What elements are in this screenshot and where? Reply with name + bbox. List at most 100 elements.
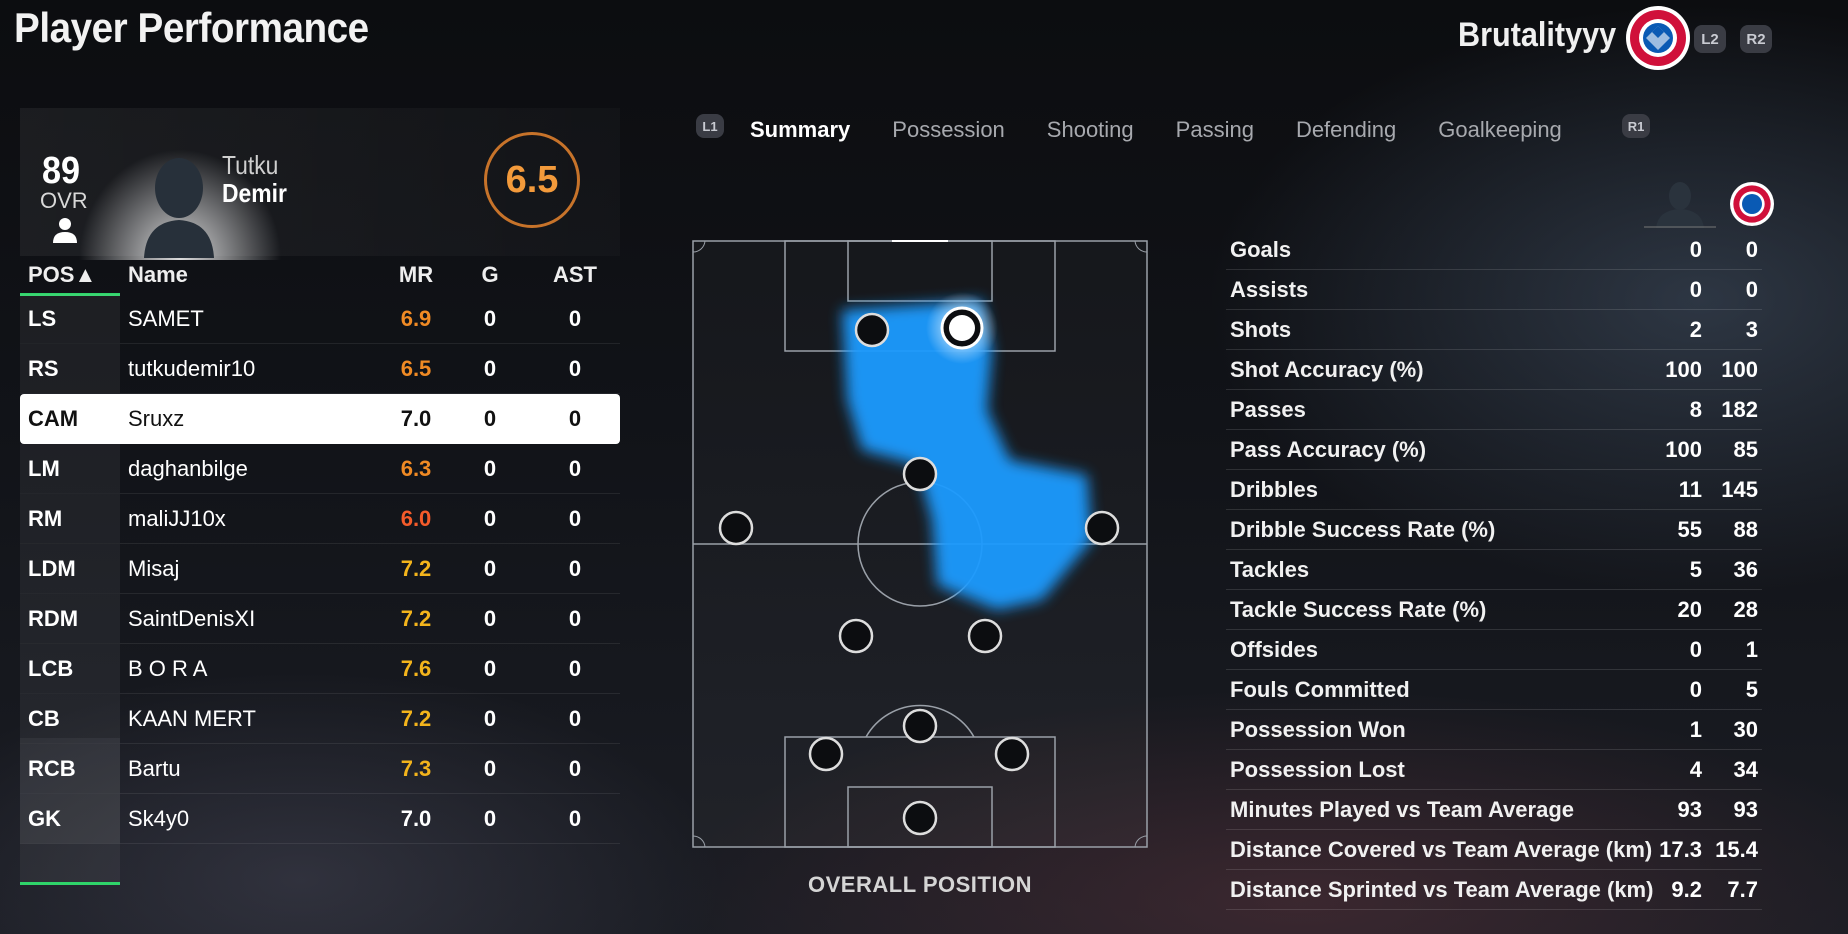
tab-defending[interactable]: Defending — [1295, 117, 1397, 142]
stat-team-value: 0 — [1745, 236, 1758, 262]
stat-player-value: 9.2 — [1671, 876, 1702, 902]
stat-row: Dribble Success Rate (%) 55 88 — [1226, 510, 1762, 550]
row-g: 0 — [483, 655, 497, 681]
stat-row: Passes 8 182 — [1226, 390, 1762, 430]
stat-player-value: 1 — [1689, 716, 1702, 742]
pos-column-fill — [20, 738, 120, 882]
table-row[interactable]: LDM Misaj 7.2 0 0 — [20, 544, 620, 594]
table-row[interactable]: GK Sk4y0 7.0 0 0 — [20, 794, 620, 844]
stat-player-value: 17.3 — [1659, 836, 1702, 862]
table-row[interactable]: CAM Sruxz 7.0 0 0 — [20, 394, 620, 444]
stat-team-value: 182 — [1721, 396, 1758, 422]
row-ast: 0 — [568, 605, 582, 631]
tab-bar: Summary Possession Shooting Passing Defe… — [750, 112, 1604, 148]
table-row[interactable]: LS SAMET 6.9 0 0 — [20, 294, 620, 344]
stat-label: Distance Covered vs Team Average (km) — [1230, 836, 1653, 862]
row-name: daghanbilge — [128, 455, 248, 481]
stat-row: Tackle Success Rate (%) 20 28 — [1226, 590, 1762, 630]
stat-player-value: 11 — [1678, 476, 1702, 502]
row-g: 0 — [483, 405, 497, 431]
row-g: 0 — [483, 455, 497, 481]
row-mr: 7.2 — [400, 705, 432, 731]
stat-row: Possession Lost 4 34 — [1226, 750, 1762, 790]
stat-row: Possession Won 1 30 — [1226, 710, 1762, 750]
header-ast[interactable]: AST — [553, 262, 597, 287]
row-ast: 0 — [568, 405, 582, 431]
row-g: 0 — [483, 305, 497, 331]
row-g: 0 — [483, 805, 497, 831]
stat-team-value: 15.4 — [1715, 836, 1758, 862]
stat-label: Dribble Success Rate (%) — [1230, 516, 1496, 542]
stat-team-value: 7.7 — [1727, 876, 1758, 902]
row-pos: RDM — [28, 605, 79, 631]
header-g[interactable]: G — [481, 262, 499, 287]
pos-cell-bg — [20, 294, 120, 343]
table-row[interactable]: RDM SaintDenisXI 7.2 0 0 — [20, 594, 620, 644]
row-name: B O R A — [128, 655, 208, 681]
stat-label: Assists — [1230, 276, 1309, 302]
table-header: POS▲ Name MR G AST — [20, 256, 620, 296]
tab-possession[interactable]: Possession — [892, 117, 1005, 142]
row-name: Sruxz — [128, 405, 185, 431]
ovr-label: OVR — [40, 188, 88, 213]
avatar — [124, 150, 234, 263]
l1-button-hint[interactable]: L1 — [696, 114, 724, 138]
tab-shooting[interactable]: Shooting — [1046, 117, 1134, 142]
tab-summary[interactable]: Summary — [750, 117, 851, 142]
r2-button-hint[interactable]: R2 — [1740, 25, 1772, 53]
stat-team-value: 3 — [1745, 316, 1758, 342]
row-pos: LS — [28, 305, 57, 331]
page-title: Player Performance — [14, 4, 369, 51]
row-pos: RS — [28, 355, 59, 381]
stat-row: Minutes Played vs Team Average 93 93 — [1226, 790, 1762, 830]
row-mr: 7.6 — [400, 655, 432, 681]
stat-player-value: 8 — [1689, 396, 1702, 422]
stat-player-value: 0 — [1689, 676, 1702, 702]
stat-row: Offsides 0 1 — [1226, 630, 1762, 670]
row-ast: 0 — [568, 505, 582, 531]
stat-row: Goals 0 0 — [1226, 230, 1762, 270]
row-g: 0 — [483, 505, 497, 531]
table-row[interactable]: LCB B O R A 7.6 0 0 — [20, 644, 620, 694]
tab-goalkeeping[interactable]: Goalkeeping — [1438, 117, 1562, 142]
pitch-heatmap — [692, 238, 1148, 848]
tab-passing[interactable]: Passing — [1175, 117, 1254, 142]
player-first-name: Tutku — [222, 150, 279, 180]
stat-team-value: 88 — [1733, 516, 1758, 542]
pos-cell-bg — [20, 644, 120, 693]
stat-team-value: 34 — [1733, 756, 1758, 782]
row-pos: LM — [28, 455, 60, 481]
header-name[interactable]: Name — [128, 262, 188, 287]
stat-team-value: 5 — [1745, 676, 1758, 702]
stat-row: Distance Sprinted vs Team Average (km) 9.… — [1226, 870, 1762, 910]
stat-team-value: 93 — [1733, 796, 1758, 822]
table-row[interactable]: RCB Bartu 7.3 0 0 — [20, 744, 620, 794]
r1-button-hint[interactable]: R1 — [1622, 114, 1650, 138]
stat-label: Goals — [1230, 236, 1292, 262]
row-mr: 6.3 — [400, 455, 432, 481]
table-row[interactable]: CB KAAN MERT 7.2 0 0 — [20, 694, 620, 744]
header-mr[interactable]: MR — [398, 262, 434, 287]
stat-row: Shot Accuracy (%) 100 100 — [1226, 350, 1762, 390]
pos-cell-bg — [20, 794, 120, 843]
header-pos[interactable]: POS▲ — [28, 262, 97, 287]
table-row[interactable]: RS tutkudemir10 6.5 0 0 — [20, 344, 620, 394]
table-row[interactable]: RM maliJJ10x 6.0 0 0 — [20, 494, 620, 544]
stat-player-value: 4 — [1689, 756, 1702, 782]
row-name: maliJJ10x — [128, 505, 226, 531]
row-mr: 7.0 — [400, 405, 432, 431]
stat-row: Dribbles 11 145 — [1226, 470, 1762, 510]
stat-player-value: 100 — [1665, 356, 1702, 382]
row-ast: 0 — [568, 455, 582, 481]
table-row[interactable]: LM daghanbilge 6.3 0 0 — [20, 444, 620, 494]
stat-label: Tackles — [1230, 556, 1310, 582]
stat-team-value: 145 — [1721, 476, 1758, 502]
team-crest-icon — [1730, 182, 1774, 226]
row-pos: LDM — [28, 555, 76, 581]
stat-row: Tackles 5 36 — [1226, 550, 1762, 590]
l2-button-hint[interactable]: L2 — [1694, 25, 1726, 53]
stat-label: Possession Won — [1230, 716, 1406, 742]
row-pos: LCB — [28, 655, 74, 681]
row-name: Sk4y0 — [128, 805, 190, 831]
stat-player-value: 20 — [1677, 596, 1702, 622]
